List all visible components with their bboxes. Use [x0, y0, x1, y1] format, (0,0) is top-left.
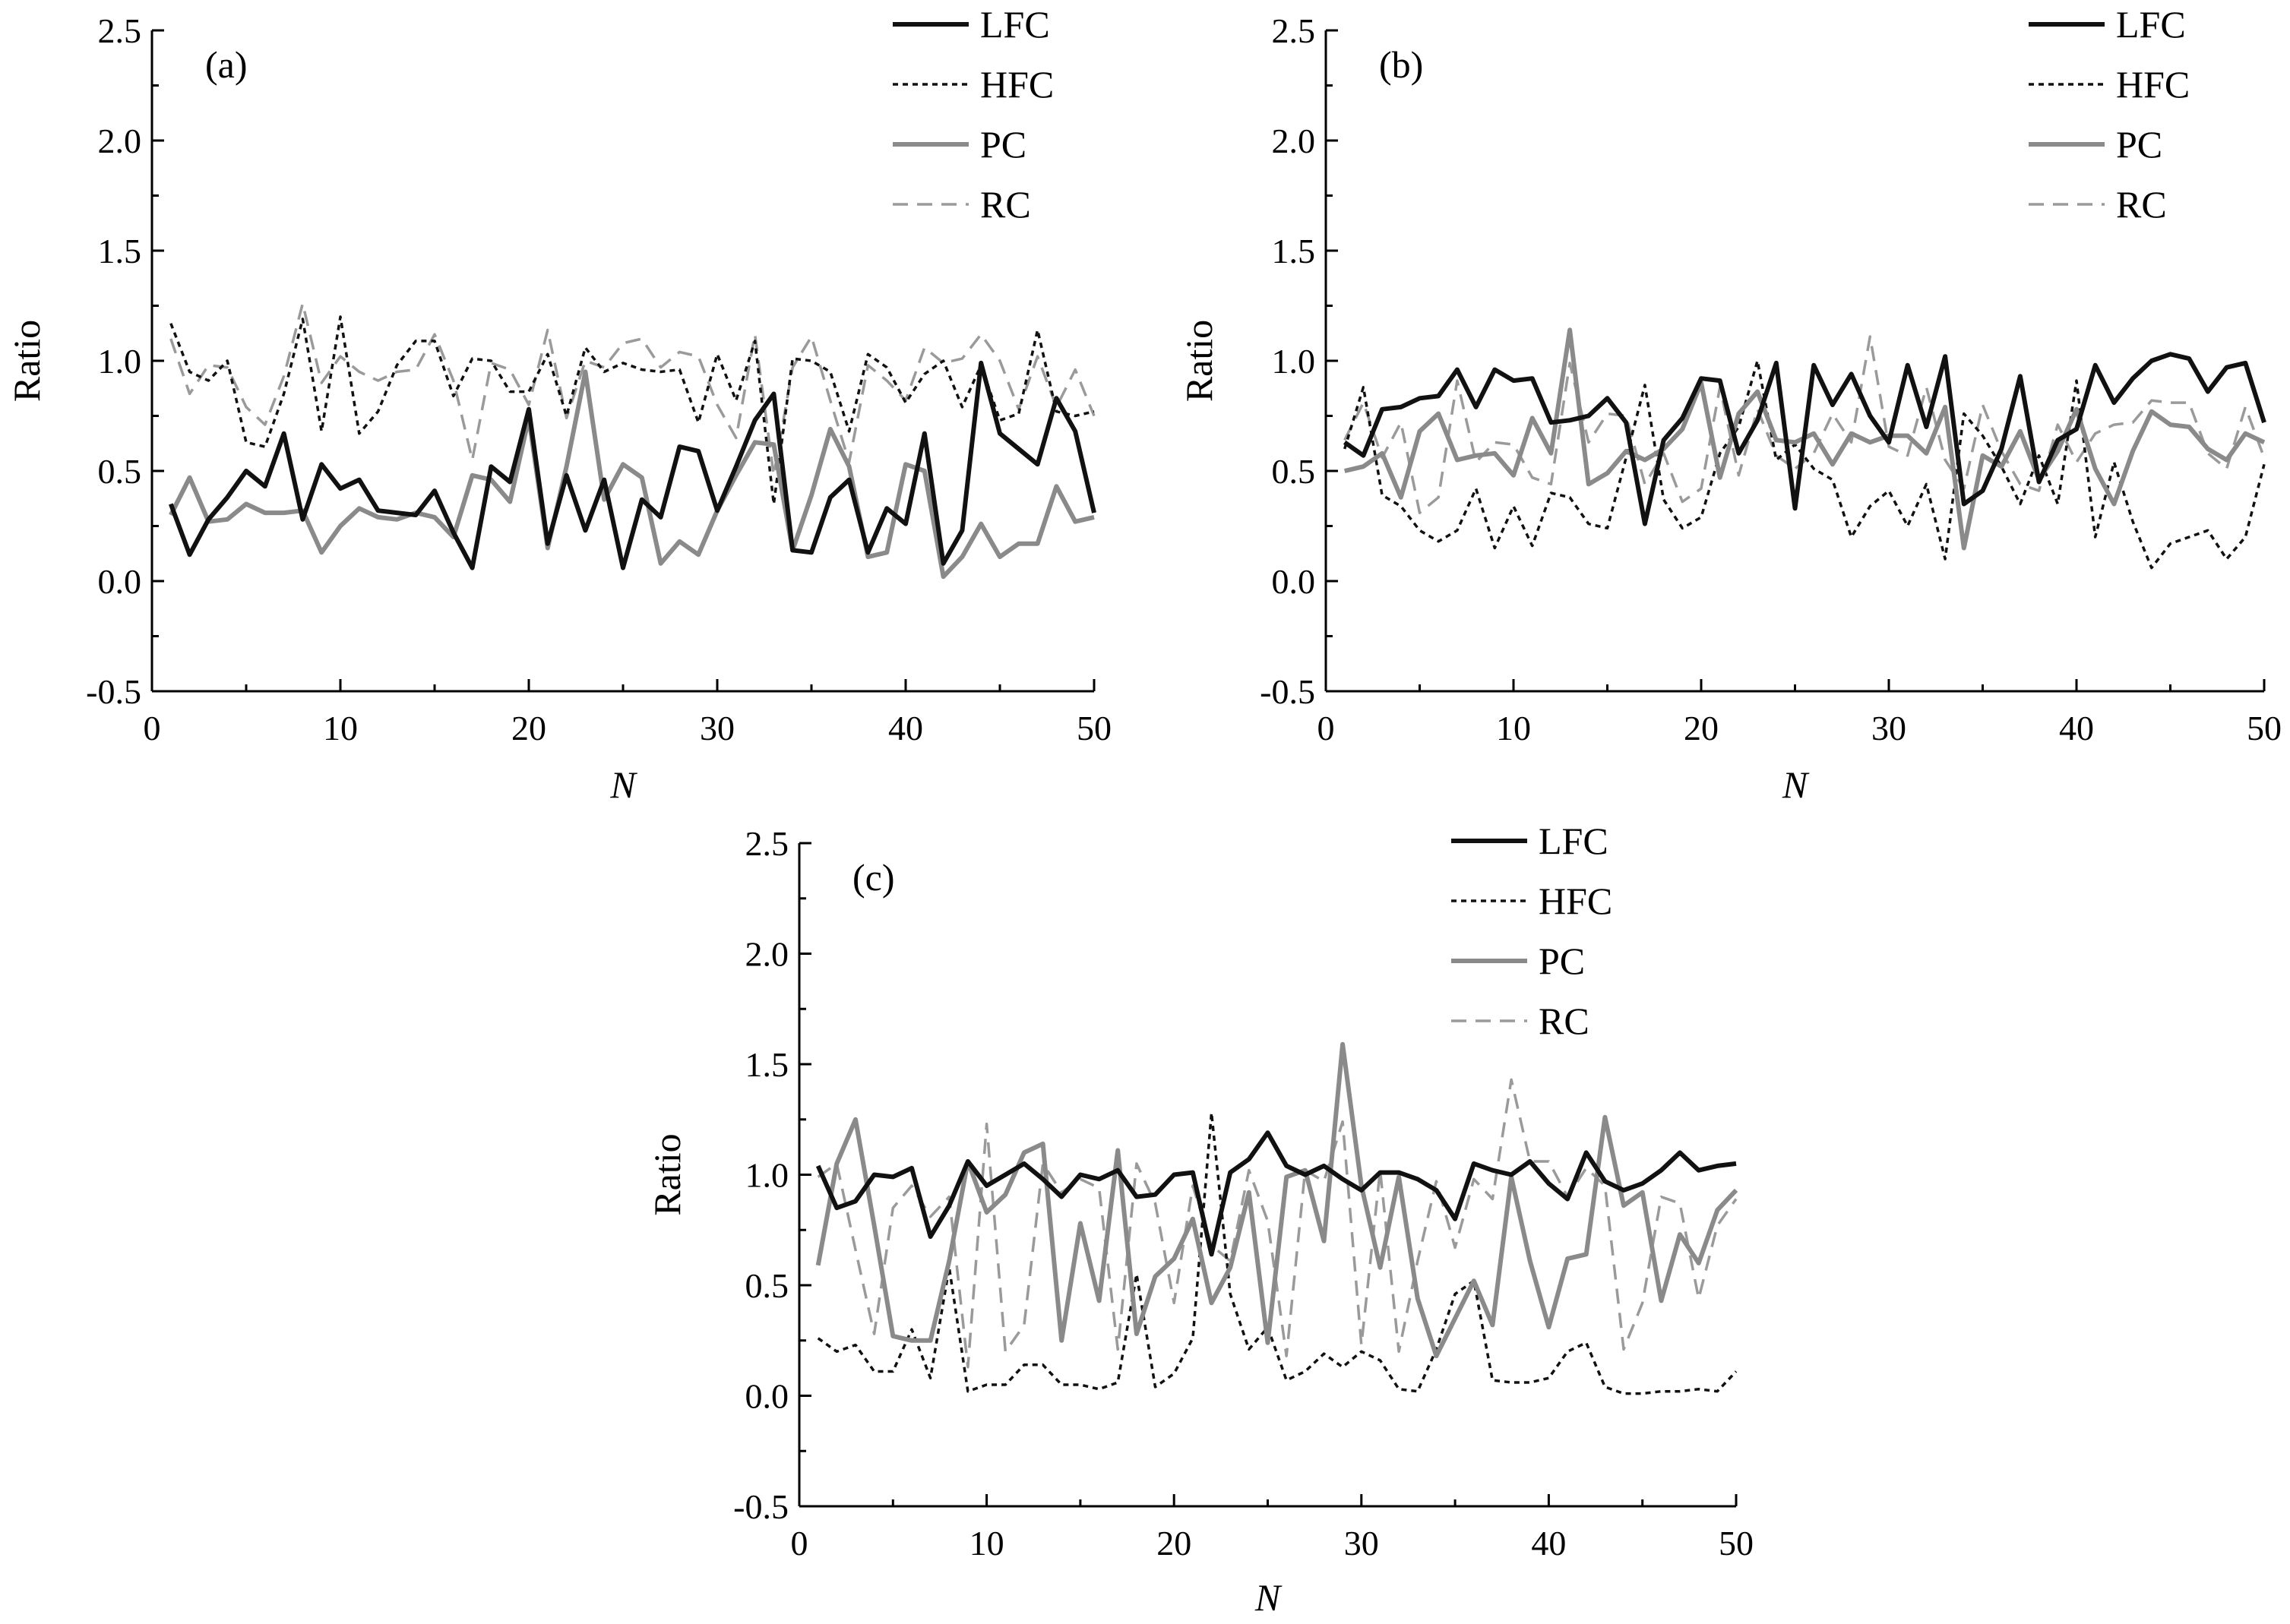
y-tick-label: 0.5 [1272, 452, 1316, 491]
series-line-pc [169, 369, 1095, 580]
x-tick-label: 10 [1496, 709, 1531, 747]
series-line-pc [815, 1041, 1738, 1359]
legend-label-lfc: LFC [1539, 820, 1608, 862]
panel-label: (c) [852, 856, 895, 899]
x-tick-label: 20 [1156, 1524, 1191, 1562]
legend: LFC HFC PC RC [1451, 820, 1612, 1042]
y-axis-title: Ratio [1178, 320, 1220, 402]
panel-label: (a) [205, 43, 248, 86]
x-axis-title: N [1782, 763, 1810, 806]
panel-label: (b) [1379, 43, 1423, 86]
x-tick-label: 50 [2247, 709, 2282, 747]
x-tick-label: 40 [1531, 1524, 1566, 1562]
x-tick-label: 30 [700, 709, 735, 747]
y-tick-label: 1.0 [745, 1156, 789, 1195]
chart-panel-b: -0.5 0.0 0.5 1.0 1.5 2.0 2.5 0 10 20 30 40 50 N Ratio (… [1178, 3, 2282, 806]
x-tick-label: 0 [791, 1524, 808, 1562]
y-axis-title: Ratio [646, 1133, 688, 1215]
chart-panel-a: -0.5 0.0 0.5 1.0 1.5 2.0 2.5 0 10 20 30 40 50 N Ratio (… [5, 3, 1112, 806]
y-tick-label: 1.5 [745, 1045, 789, 1084]
y-tick-label: 0.5 [745, 1266, 789, 1305]
y-tick-label: 1.0 [1272, 342, 1316, 381]
x-tick-label: 10 [969, 1524, 1004, 1562]
x-tick-label: 0 [1317, 709, 1335, 747]
x-tick-label: 30 [1344, 1524, 1379, 1562]
legend-label-hfc: HFC [980, 63, 1054, 106]
y-tick-label: 2.0 [745, 935, 789, 974]
series-line-hfc [1343, 359, 2266, 570]
legend-label-rc: RC [1539, 1000, 1589, 1042]
y-tick-label: 2.5 [98, 11, 142, 50]
x-tick-label: 20 [511, 709, 546, 747]
x-axis-title: N [1254, 1576, 1283, 1619]
chart-panel-c: -0.5 0.0 0.5 1.0 1.5 2.0 2.5 0 10 20 30 40 50 N Ratio (… [646, 820, 1754, 1619]
legend-label-pc: PC [2116, 123, 2162, 166]
legend-label-pc: PC [980, 123, 1026, 166]
series-line-lfc [1343, 352, 2266, 526]
y-tick-label: 2.5 [745, 824, 789, 863]
x-tick-label: 50 [1719, 1524, 1754, 1562]
y-tick-label: -0.5 [1260, 672, 1315, 711]
x-tick-label: 20 [1684, 709, 1719, 747]
series-line-hfc [169, 315, 1095, 506]
y-tick-label: 2.0 [98, 122, 142, 160]
legend-label-hfc: HFC [2116, 63, 2190, 106]
y-tick-label: -0.5 [86, 672, 141, 711]
y-tick-label: 0.0 [745, 1377, 789, 1416]
legend: LFC HFC PC RC [2029, 3, 2190, 226]
y-tick-label: 0.0 [98, 562, 142, 601]
legend-label-lfc: LFC [2116, 3, 2186, 46]
y-tick-label: 0.0 [1272, 562, 1316, 601]
x-tick-label: 0 [144, 709, 161, 747]
legend: LFC HFC PC RC [893, 3, 1054, 226]
series-line-rc [817, 1078, 1738, 1369]
series-line-rc [1343, 335, 2266, 514]
series-line-lfc [815, 1130, 1737, 1257]
series-line-lfc [168, 360, 1096, 570]
y-tick-label: 2.5 [1272, 11, 1316, 50]
x-tick-label: 40 [888, 709, 923, 747]
x-tick-label: 50 [1077, 709, 1112, 747]
series-line-rc [169, 302, 1096, 477]
y-tick-label: 1.5 [1272, 232, 1316, 270]
x-tick-label: 10 [323, 709, 358, 747]
y-tick-label: 1.5 [98, 232, 142, 270]
x-tick-label: 30 [1871, 709, 1906, 747]
legend-label-hfc: HFC [1539, 880, 1612, 922]
legend-label-pc: PC [1539, 940, 1585, 982]
y-tick-label: 0.5 [98, 452, 142, 491]
y-tick-label: -0.5 [733, 1487, 789, 1526]
y-tick-label: 1.0 [98, 342, 142, 381]
legend-label-rc: RC [980, 183, 1031, 226]
legend-label-rc: RC [2116, 183, 2167, 226]
x-tick-label: 40 [2059, 709, 2094, 747]
y-tick-label: 2.0 [1272, 122, 1316, 160]
legend-label-lfc: LFC [980, 3, 1050, 46]
y-axis-title: Ratio [5, 320, 48, 402]
x-axis-title: N [609, 763, 637, 806]
